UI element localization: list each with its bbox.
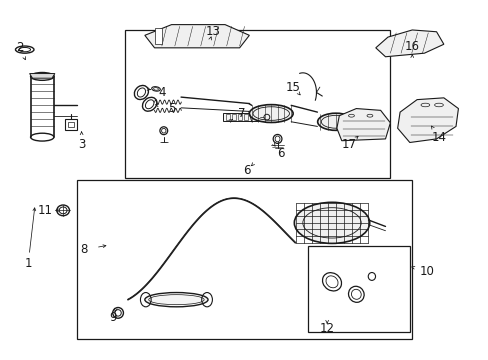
Bar [237, 114, 242, 120]
Text: 6: 6 [243, 164, 250, 177]
Polygon shape [375, 30, 443, 57]
Text: 17: 17 [341, 138, 356, 151]
Ellipse shape [294, 202, 369, 243]
Polygon shape [397, 98, 458, 143]
Text: 4: 4 [158, 86, 165, 99]
Bar [225, 114, 230, 120]
Text: 5: 5 [167, 102, 175, 115]
Text: 14: 14 [430, 131, 446, 144]
Text: 12: 12 [319, 323, 334, 336]
Polygon shape [336, 109, 389, 141]
Text: 15: 15 [285, 81, 300, 94]
Text: 3: 3 [78, 138, 85, 151]
Polygon shape [154, 28, 162, 44]
Text: 1: 1 [24, 257, 32, 270]
Ellipse shape [30, 72, 54, 80]
Text: 11: 11 [38, 204, 53, 217]
Text: 9: 9 [109, 311, 117, 324]
Bar [222, 113, 259, 121]
Polygon shape [144, 24, 249, 48]
Text: 16: 16 [404, 40, 419, 53]
Bar [77, 180, 411, 339]
Text: 6: 6 [277, 147, 284, 160]
Text: 7: 7 [238, 107, 245, 120]
Bar [125, 30, 389, 178]
Bar [243, 114, 247, 120]
Ellipse shape [249, 105, 292, 122]
Ellipse shape [144, 293, 207, 307]
Bar [231, 114, 236, 120]
Text: 10: 10 [419, 265, 433, 278]
Text: 13: 13 [205, 25, 220, 38]
Bar [307, 246, 409, 332]
Ellipse shape [317, 113, 353, 130]
Text: 8: 8 [80, 243, 87, 256]
Text: 2: 2 [16, 41, 23, 54]
Polygon shape [30, 73, 55, 78]
